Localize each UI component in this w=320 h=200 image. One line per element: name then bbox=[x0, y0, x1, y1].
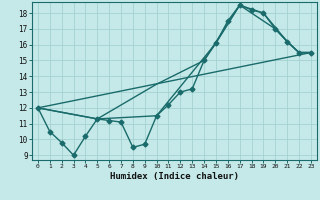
X-axis label: Humidex (Indice chaleur): Humidex (Indice chaleur) bbox=[110, 172, 239, 181]
